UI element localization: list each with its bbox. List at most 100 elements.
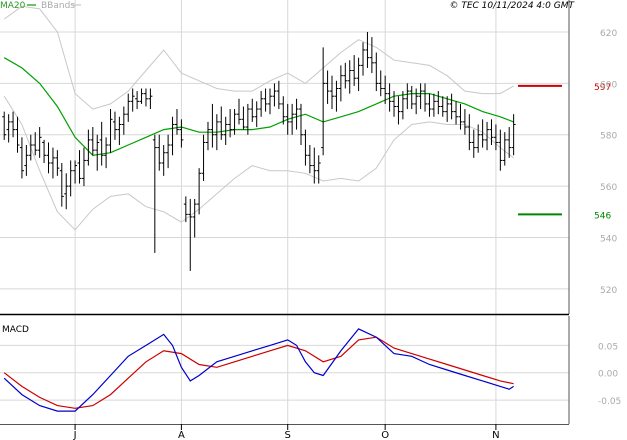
ohlc-bar [236,98,241,125]
price-tick-label: 560 [600,183,617,193]
ohlc-bar [81,147,86,187]
ohlc-bar [338,65,343,102]
ohlc-bar [423,83,428,112]
ohlc-bar [241,106,246,130]
ohlc-bar [431,93,436,117]
ohlc-bar [50,147,55,179]
ohlc-bar [179,119,184,148]
ohlc-bar [161,145,166,176]
ohlc-bar [254,101,259,128]
ohlc-bar [121,106,126,135]
ohlc-bar [396,96,401,125]
ohlc-bar [28,134,33,161]
macd-grid [0,344,569,401]
ohlc-bar [148,88,153,110]
ohlc-bar [445,96,450,122]
ohlc-bar [33,132,38,156]
time-tick-label: O [381,430,389,440]
ohlc-bar [330,75,335,110]
ohlc-bar [19,137,24,179]
macd-lines [3,328,514,412]
ohlc-bar [139,88,144,104]
ohlc-bar [55,150,60,176]
ohlc-bar [303,129,308,166]
ohlc-bar [24,145,29,176]
bollinger-bands [3,5,514,231]
ohlc-bar [427,93,432,117]
ohlc-bar [219,106,224,140]
macd-label: MACD [2,325,29,335]
header-legend: MA20 BBands © TEC 10/11/2024 4:0 GMT [0,1,575,11]
ohlc-bar [130,88,135,112]
ohlc-bar [2,111,7,140]
ohlc-bar [15,116,20,153]
ohlc-bar [77,150,82,184]
time-tick-label: A [178,430,185,440]
ohlc-bar [64,173,69,210]
ohlc-bar [126,93,131,122]
price-tick-label: 620 [600,29,617,39]
ohlc-bar [387,83,392,112]
ohlc-bar [507,127,512,158]
bbands-legend-label: BBands [41,1,75,11]
ohlc-bar [454,101,459,125]
ohlc-bar [183,196,188,223]
macd-tick-label: 0.00 [598,370,618,380]
ohlc-bar [205,121,210,151]
ohlc-bar [210,103,215,148]
ohlc-bar [440,96,445,117]
ohlc-bar [117,116,122,146]
resistance-level-label: 597 [594,83,611,93]
ma20-legend-label: MA20 [0,1,26,11]
ohlc-bar [312,147,317,184]
ohlc-bar [223,116,228,146]
ohlc-bar [307,145,312,174]
ohlc-bar [37,127,42,158]
ohlc-bar [197,168,202,215]
ohlc-bar [174,109,179,135]
ohlc-bar [334,80,339,112]
ohlc-bar [108,109,113,153]
ohlc-bar [356,57,361,92]
ohlc-bar [232,109,237,135]
price-tick-label: 600 [600,80,617,90]
ohlc-bar [361,42,366,76]
price-tick-label: 580 [600,132,617,142]
ohlc-bar [493,124,498,151]
ohlc-bar [383,75,388,104]
ohlc-bar [374,52,379,92]
ohlc-bar [489,119,494,146]
ohlc-bar [104,137,109,169]
price-tick-label: 540 [600,235,617,245]
ohlc-bar [152,134,157,253]
ohlc-bar [90,127,95,156]
macd-axis: 0.05 0.00 -0.05 [598,342,621,407]
ohlc-bar [86,129,91,166]
bb-lower-line [3,95,514,231]
ohlc-bar [352,55,357,86]
ohlc-bar [188,198,193,271]
ohlc-bar [294,98,299,130]
ohlc-bar [365,31,370,68]
ohlc-bar [214,114,219,151]
ohlc-bar [112,111,117,140]
ohlc-bar [250,98,255,122]
ohlc-bar [272,83,277,107]
ohlc-bar [201,134,206,181]
price-axis: 520 540 560 580 600 620 [600,29,617,296]
ohlc-bar [263,88,268,112]
ohlc-bar [290,103,295,135]
price-tick-label: 520 [600,286,617,296]
ohlc-bar [143,88,148,107]
ohlc-bar [267,88,272,115]
time-tick-label: N [492,430,499,440]
ohlc-bar [405,83,410,110]
ohlc-bar [476,124,481,153]
ohlc-bar [392,91,397,117]
ohlc-bar [316,155,321,184]
ohlc-bar [436,91,441,115]
ohlc-bar [95,134,100,171]
ohlc-bar [170,116,175,156]
